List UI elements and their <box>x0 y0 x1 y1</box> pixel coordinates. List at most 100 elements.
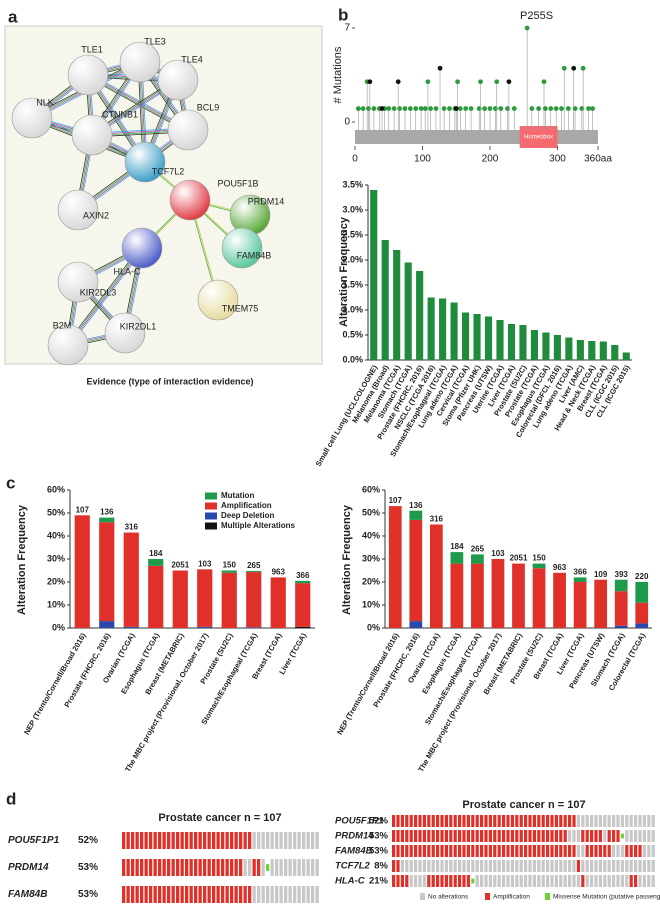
oncoprint-cell <box>642 860 646 872</box>
oncoprint-cell <box>436 875 440 887</box>
count-label: 184 <box>450 542 464 551</box>
oncoprint-cell <box>216 859 220 876</box>
count-label: 107 <box>389 496 403 505</box>
bar <box>484 316 493 360</box>
legend-label: No alterations <box>428 894 469 901</box>
oncoprint-cell <box>144 859 148 876</box>
legend-label: Amplification <box>221 501 272 510</box>
oncoprint-cell <box>315 832 319 849</box>
y-tick-label: 10% <box>362 599 380 609</box>
network-node <box>167 109 209 151</box>
oncoprint-cell <box>243 832 247 849</box>
count-label: 150 <box>223 561 237 570</box>
oncoprint-cell <box>585 860 589 872</box>
x-tick-label: 0 <box>352 154 358 165</box>
oncoprint-cell <box>396 815 400 827</box>
oncoprint-cell <box>625 875 629 887</box>
oncoprint-cell <box>550 830 554 842</box>
bar-segment <box>197 626 213 628</box>
oncoprint-cell <box>153 832 157 849</box>
bar <box>519 325 527 360</box>
oncoprint-cell <box>625 815 629 827</box>
bar-segment <box>221 572 237 628</box>
lollipop-head <box>395 79 401 85</box>
oncoprint-cell <box>568 860 572 872</box>
bar-segment <box>614 625 628 628</box>
bar-segment <box>491 559 505 628</box>
oncoprint-cell <box>510 815 514 827</box>
y-tick-label: 1.0% <box>342 304 363 314</box>
oncoprint-cell <box>634 845 638 857</box>
oncoprint-cell <box>207 886 211 903</box>
oncoprint-cell <box>149 859 153 876</box>
oncoprint-cell <box>431 860 435 872</box>
network-edge <box>67 247 142 345</box>
oncoprint-cell <box>515 845 519 857</box>
x-tick-label: 300 <box>549 154 566 165</box>
y-tick-label: 60% <box>362 484 380 494</box>
oncoprint-cell <box>180 859 184 876</box>
oncoprint-cell <box>293 859 297 876</box>
oncoprint-cell <box>590 830 594 842</box>
bar-segment <box>388 506 402 628</box>
oncoprint-cell <box>270 832 274 849</box>
count-label: 103 <box>198 559 212 568</box>
oncoprint-cell <box>288 832 292 849</box>
oncoprint-cell <box>568 845 572 857</box>
oncoprint-cell <box>559 860 563 872</box>
oncoprint-cell <box>493 845 497 857</box>
oncoprint-cell <box>532 860 536 872</box>
oncoprint-cell <box>502 875 506 887</box>
gene-label: POU5F1P1 <box>8 835 60 846</box>
oncoprint-cell <box>171 886 175 903</box>
oncoprint-cell <box>603 875 607 887</box>
oncoprint-cell <box>414 845 418 857</box>
oncoprint-cell <box>524 830 528 842</box>
oncoprint-cell <box>532 815 536 827</box>
oncoprint-cell <box>493 860 497 872</box>
oncoprint-cell <box>497 830 501 842</box>
bar <box>565 337 573 360</box>
lollipop-head <box>529 106 535 111</box>
oncoprint-cell <box>634 815 638 827</box>
oncoprint-cell <box>554 845 558 857</box>
bar-segment <box>197 569 213 627</box>
oncoprint-cell <box>528 860 532 872</box>
oncoprint-cell <box>458 815 462 827</box>
oncoprint-cell <box>537 860 541 872</box>
lollipop-head <box>493 106 498 111</box>
oncoprint-cell <box>126 832 130 849</box>
oncoprint-cell <box>279 832 283 849</box>
bar-segment <box>74 515 90 628</box>
oncoprint-cell <box>297 859 301 876</box>
bar-segment <box>99 517 115 523</box>
oncoprint-cell <box>414 815 418 827</box>
oncoprint-cell <box>306 886 310 903</box>
oncoprint-cell <box>171 832 175 849</box>
node-label: TMEM75 <box>222 303 259 313</box>
lollipop-head <box>355 106 361 111</box>
lollipop-head <box>494 79 500 85</box>
network-node <box>57 189 99 231</box>
oncoprint-cell <box>431 875 435 887</box>
node-label: HLA-C <box>113 266 141 276</box>
oncoprint-cell <box>598 830 602 842</box>
oncoprint-cell <box>418 815 422 827</box>
oncoprint-cell <box>603 830 607 842</box>
oncoprint-cell <box>528 845 532 857</box>
oncoprint-cell <box>488 845 492 857</box>
oncoprint-cell <box>203 832 207 849</box>
oncoprint-cell <box>422 830 426 842</box>
lollipop-head <box>463 106 469 111</box>
lollipop-head <box>476 106 482 111</box>
bar <box>439 298 447 360</box>
oncoprint-cell <box>458 830 462 842</box>
y-tick-label: 3.0% <box>342 204 363 214</box>
oncoprint-cell <box>471 860 475 872</box>
oncoprint-cell <box>135 859 139 876</box>
oncoprint-cell <box>651 845 655 857</box>
oncoprint-cell <box>488 860 492 872</box>
oncoprint-cell <box>576 860 580 872</box>
oncoprint-cell <box>502 830 506 842</box>
percent-label: 53% <box>369 831 389 842</box>
